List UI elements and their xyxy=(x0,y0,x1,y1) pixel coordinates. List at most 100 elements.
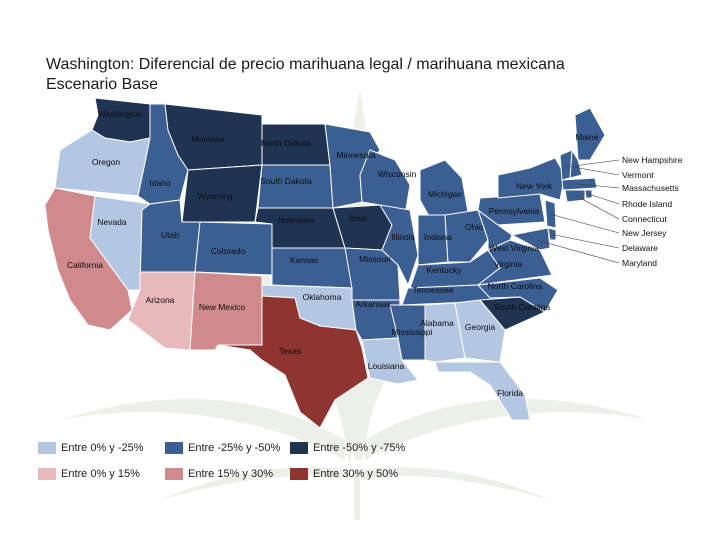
state-label-ohio: Ohio xyxy=(465,222,483,232)
state-label-nevada: Nevada xyxy=(97,217,127,227)
state-label-kentucky: Kentucky xyxy=(427,265,463,275)
state-label-louisiana: Louisiana xyxy=(368,361,405,371)
state-ohio xyxy=(444,209,489,263)
state-label-pennsylvania: Pennsylvania xyxy=(489,206,540,216)
legend-label: Entre 0% y 15% xyxy=(61,468,140,480)
state-south-dakota xyxy=(257,164,334,209)
legend-label: Entre -25% y -50% xyxy=(188,442,281,454)
legend-label: Entre 0% y -25% xyxy=(61,442,144,454)
state-florida xyxy=(434,361,531,421)
state-vermont xyxy=(559,149,573,181)
state-label-massachusetts: Massachusetts xyxy=(622,183,679,193)
state-label-south-carolina: South Carolina xyxy=(494,302,551,312)
state-connecticut xyxy=(564,189,586,203)
state-label-tennessee: Tennessee xyxy=(412,285,453,295)
state-label-virginia: Virginia xyxy=(494,259,522,269)
leader-line-massachusetts xyxy=(579,183,620,189)
state-label-maryland: Maryland xyxy=(622,258,657,268)
state-label-arkansas: Arkansas xyxy=(355,299,390,309)
legend-swatch xyxy=(165,442,183,454)
map-title: Washington: Diferencial de precio marihu… xyxy=(46,55,565,95)
legend-item: Entre 0% y 15% xyxy=(38,466,140,482)
state-label-south-dakota: South Dakota xyxy=(260,176,312,186)
legend-label: Entre -50% y -75% xyxy=(313,442,406,454)
state-new-york xyxy=(497,157,566,201)
state-label-oregon: Oregon xyxy=(92,157,121,167)
state-label-new-hampshire: New Hampshire xyxy=(622,155,683,165)
legend-swatch xyxy=(290,442,308,454)
leader-line-vermont xyxy=(565,165,620,176)
title-line-2: Escenario Base xyxy=(46,76,159,93)
state-labels: Washington Oregon California Nevada Idaho Mon… xyxy=(67,109,683,398)
state-maryland xyxy=(510,227,551,251)
legend-item: Entre -50% y -75% xyxy=(290,440,405,456)
leader-line-new-hampshire xyxy=(575,159,620,167)
state-label-utah: Utah xyxy=(161,230,179,240)
state-label-minnesota: Minnesota xyxy=(336,150,375,160)
state-label-washington: Washington xyxy=(98,109,143,119)
state-label-mississippi: Mississippi xyxy=(391,327,432,337)
legend-item: Entre 0% y -25% xyxy=(38,440,144,456)
state-label-nebraska: Nebraska xyxy=(278,215,315,225)
state-mississippi xyxy=(389,304,426,361)
state-new-jersey xyxy=(544,199,557,229)
states-layer xyxy=(44,97,606,429)
state-label-california: California xyxy=(67,260,103,270)
state-label-illinois: Illinois xyxy=(391,232,415,242)
state-texas xyxy=(217,295,369,429)
state-label-maine: Maine xyxy=(575,132,598,142)
state-label-kansas: Kansas xyxy=(290,255,318,265)
state-label-iowa: Iowa xyxy=(349,213,367,223)
legend-swatch xyxy=(38,442,56,454)
legend: Entre 0% y -25% Entre -25% y -50% Entre -5… xyxy=(38,440,418,500)
state-label-west-virginia: West Virginia xyxy=(489,243,539,253)
state-kansas xyxy=(271,247,353,289)
state-delaware xyxy=(547,227,557,241)
state-label-arizona: Arizona xyxy=(146,295,175,305)
state-alabama xyxy=(424,302,466,363)
legend-label: Entre 30% y 50% xyxy=(313,468,398,480)
state-label-connecticut: Connecticut xyxy=(622,214,668,224)
state-label-north-dakota: North Dakota xyxy=(261,138,311,148)
leader-line-rhode-island xyxy=(588,193,620,205)
title-line-1: Washington: Diferencial de precio marihu… xyxy=(46,56,565,73)
state-illinois xyxy=(379,204,419,287)
state-label-new-jersey: New Jersey xyxy=(622,228,667,238)
legend-item: Entre -25% y -50% xyxy=(165,440,280,456)
state-label-vermont: Vermont xyxy=(622,170,654,180)
callout-leaders xyxy=(537,159,620,264)
state-label-new-york: New York xyxy=(516,181,553,191)
legend-swatch xyxy=(165,468,183,480)
state-label-rhode-island: Rhode Island xyxy=(622,199,672,209)
state-label-delaware: Delaware xyxy=(622,243,658,253)
leader-line-delaware xyxy=(552,234,620,249)
state-label-texas: Texas xyxy=(279,346,301,356)
legend-label: Entre 15% y 30% xyxy=(188,468,273,480)
legend-item: Entre 30% y 50% xyxy=(290,466,398,482)
leader-line-connecticut xyxy=(575,195,620,220)
legend-item: Entre 15% y 30% xyxy=(165,466,273,482)
state-label-oklahoma: Oklahoma xyxy=(303,292,342,302)
state-label-new-mexico: New Mexico xyxy=(199,302,246,312)
state-label-missouri: Missouri xyxy=(359,254,391,264)
state-label-michigan: Michigan xyxy=(428,189,462,199)
state-label-indiana: Indiana xyxy=(424,232,452,242)
state-label-colorado: Colorado xyxy=(211,246,246,256)
state-nevada xyxy=(89,195,151,291)
state-label-montana: Montana xyxy=(191,134,224,144)
state-label-florida: Florida xyxy=(497,388,523,398)
legend-swatch xyxy=(38,468,56,480)
state-label-wisconsin: Wisconsin xyxy=(378,169,417,179)
state-label-wyoming: Wyoming xyxy=(197,191,233,201)
state-label-alabama: Alabama xyxy=(420,318,454,328)
state-label-idaho: Idaho xyxy=(149,178,171,188)
state-maine xyxy=(574,107,606,161)
state-label-north-carolina: North Carolina xyxy=(488,281,543,291)
state-rhode-island xyxy=(584,189,593,199)
legend-swatch xyxy=(290,468,308,480)
leader-line-maryland xyxy=(537,239,620,264)
leader-line-new-jersey xyxy=(550,213,620,234)
state-north-carolina xyxy=(476,277,559,313)
